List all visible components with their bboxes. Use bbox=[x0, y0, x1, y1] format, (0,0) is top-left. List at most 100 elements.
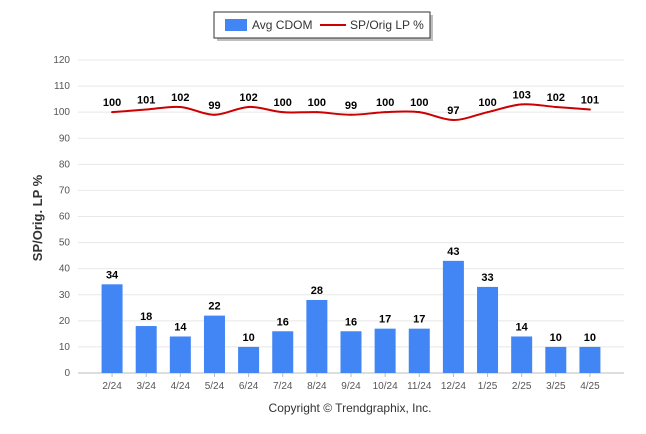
legend-swatch-avg-cdom bbox=[225, 19, 247, 31]
line-point bbox=[247, 105, 250, 108]
x-tick-label: 9/24 bbox=[341, 381, 361, 392]
x-tick-label: 5/24 bbox=[205, 381, 225, 392]
line-value-label: 103 bbox=[512, 89, 530, 101]
x-tick-label: 4/24 bbox=[171, 381, 191, 392]
y-tick-label: 40 bbox=[59, 264, 71, 275]
bar-value-label: 33 bbox=[481, 272, 493, 284]
line-value-label: 99 bbox=[345, 100, 357, 112]
line-value-label: 100 bbox=[478, 97, 496, 109]
bar-value-label: 14 bbox=[516, 321, 529, 333]
x-tick-label: 6/24 bbox=[239, 381, 259, 392]
y-tick-label: 60 bbox=[59, 212, 71, 223]
y-tick-label: 100 bbox=[53, 107, 70, 118]
line-value-label: 100 bbox=[308, 97, 326, 109]
bar-7-24 bbox=[272, 331, 294, 373]
bar-2-25 bbox=[511, 336, 533, 373]
line-point bbox=[111, 111, 114, 114]
legend-label-avg-cdom: Avg CDOM bbox=[252, 18, 312, 32]
line-point bbox=[588, 108, 591, 111]
line-point bbox=[452, 118, 455, 121]
bar-9-24 bbox=[340, 331, 362, 373]
bar-4-24 bbox=[169, 336, 191, 373]
bar-value-label: 17 bbox=[379, 314, 391, 326]
x-tick-label: 3/24 bbox=[136, 381, 156, 392]
bar-value-label: 34 bbox=[106, 269, 119, 281]
line-point bbox=[418, 111, 421, 114]
bar-5-24 bbox=[203, 315, 225, 373]
line-value-label: 99 bbox=[208, 100, 220, 112]
line-point bbox=[384, 111, 387, 114]
x-tick-label: 8/24 bbox=[307, 381, 327, 392]
x-tick-label: 12/24 bbox=[441, 381, 466, 392]
x-axis-ticks: 2/24 3/24 4/24 5/24 6/24 7/24 8/24 9/24 10/24 11/… bbox=[102, 373, 600, 392]
line-value-label: 102 bbox=[239, 92, 257, 104]
bar-2-24 bbox=[101, 284, 123, 373]
bar-12-24 bbox=[442, 260, 464, 373]
bar-1-25 bbox=[477, 286, 499, 373]
bar-series-avg-cdom bbox=[101, 260, 601, 373]
bar-11-24 bbox=[408, 328, 430, 373]
bar-value-label: 10 bbox=[584, 332, 596, 344]
x-tick-label: 11/24 bbox=[407, 381, 432, 392]
grid-lines bbox=[78, 59, 624, 374]
line-point bbox=[315, 111, 318, 114]
x-tick-label: 10/24 bbox=[373, 381, 398, 392]
line-value-label: 102 bbox=[171, 92, 189, 104]
y-tick-label: 0 bbox=[64, 368, 70, 379]
bar-3-24 bbox=[135, 326, 157, 373]
bar-data-labels: 34 18 14 22 10 16 28 16 17 17 43 33 14 10 10 bbox=[106, 246, 596, 344]
line-value-label: 101 bbox=[137, 95, 155, 107]
line-value-label: 101 bbox=[581, 95, 599, 107]
x-tick-label: 2/25 bbox=[512, 381, 532, 392]
bar-value-label: 22 bbox=[208, 301, 220, 313]
bar-value-label: 10 bbox=[550, 332, 562, 344]
bar-3-25 bbox=[545, 346, 567, 373]
line-value-label: 100 bbox=[410, 97, 428, 109]
line-point bbox=[554, 105, 557, 108]
line-series-sp-orig-lp bbox=[111, 103, 591, 121]
bar-value-label: 43 bbox=[447, 246, 459, 258]
line-point bbox=[350, 113, 352, 116]
bar-value-label: 16 bbox=[277, 316, 289, 328]
bar-value-label: 16 bbox=[345, 316, 357, 328]
y-tick-label: 70 bbox=[59, 185, 71, 196]
bar-4-25 bbox=[579, 346, 601, 373]
x-tick-label: 3/25 bbox=[546, 381, 566, 392]
line-point bbox=[281, 111, 284, 114]
y-tick-label: 50 bbox=[59, 238, 71, 249]
y-tick-label: 10 bbox=[59, 342, 71, 353]
y-tick-label: 110 bbox=[54, 81, 70, 92]
line-value-label: 100 bbox=[274, 97, 292, 109]
bar-value-label: 18 bbox=[140, 311, 152, 323]
line-point bbox=[145, 108, 148, 111]
line-point bbox=[520, 103, 523, 106]
bar-value-label: 14 bbox=[174, 321, 187, 333]
y-tick-label: 120 bbox=[53, 55, 70, 66]
line-value-label: 100 bbox=[103, 97, 121, 109]
y-tick-label: 90 bbox=[59, 133, 71, 144]
x-tick-label: 4/25 bbox=[580, 381, 600, 392]
x-tick-label: 1/25 bbox=[478, 381, 498, 392]
copyright-text: Copyright © Trendgraphix, Inc. bbox=[269, 401, 432, 415]
bar-value-label: 17 bbox=[413, 314, 425, 326]
x-tick-label: 2/24 bbox=[102, 381, 122, 392]
line-data-labels: 100 101 102 99 102 100 100 99 100 100 97 100 103 102 1… bbox=[103, 89, 599, 117]
line-value-label: 100 bbox=[376, 97, 394, 109]
line-point bbox=[179, 105, 182, 108]
y-axis-ticks: 0 10 20 30 40 50 60 70 80 90 100 110 120 bbox=[53, 55, 70, 379]
line-value-label: 97 bbox=[447, 105, 459, 117]
y-tick-label: 30 bbox=[59, 290, 71, 301]
bar-6-24 bbox=[238, 346, 260, 373]
legend: Avg CDOM SP/Orig LP % bbox=[213, 11, 433, 41]
line-point bbox=[486, 111, 489, 114]
y-tick-label: 20 bbox=[59, 316, 71, 327]
legend-label-sp-orig-lp: SP/Orig LP % bbox=[350, 18, 424, 32]
bar-8-24 bbox=[306, 299, 328, 373]
line-value-label: 102 bbox=[547, 92, 565, 104]
bar-value-label: 28 bbox=[311, 285, 323, 297]
bar-10-24 bbox=[374, 328, 396, 373]
y-axis-label: SP/Orig. LP % bbox=[30, 174, 45, 261]
line-point bbox=[213, 113, 216, 116]
y-tick-label: 80 bbox=[59, 159, 71, 170]
